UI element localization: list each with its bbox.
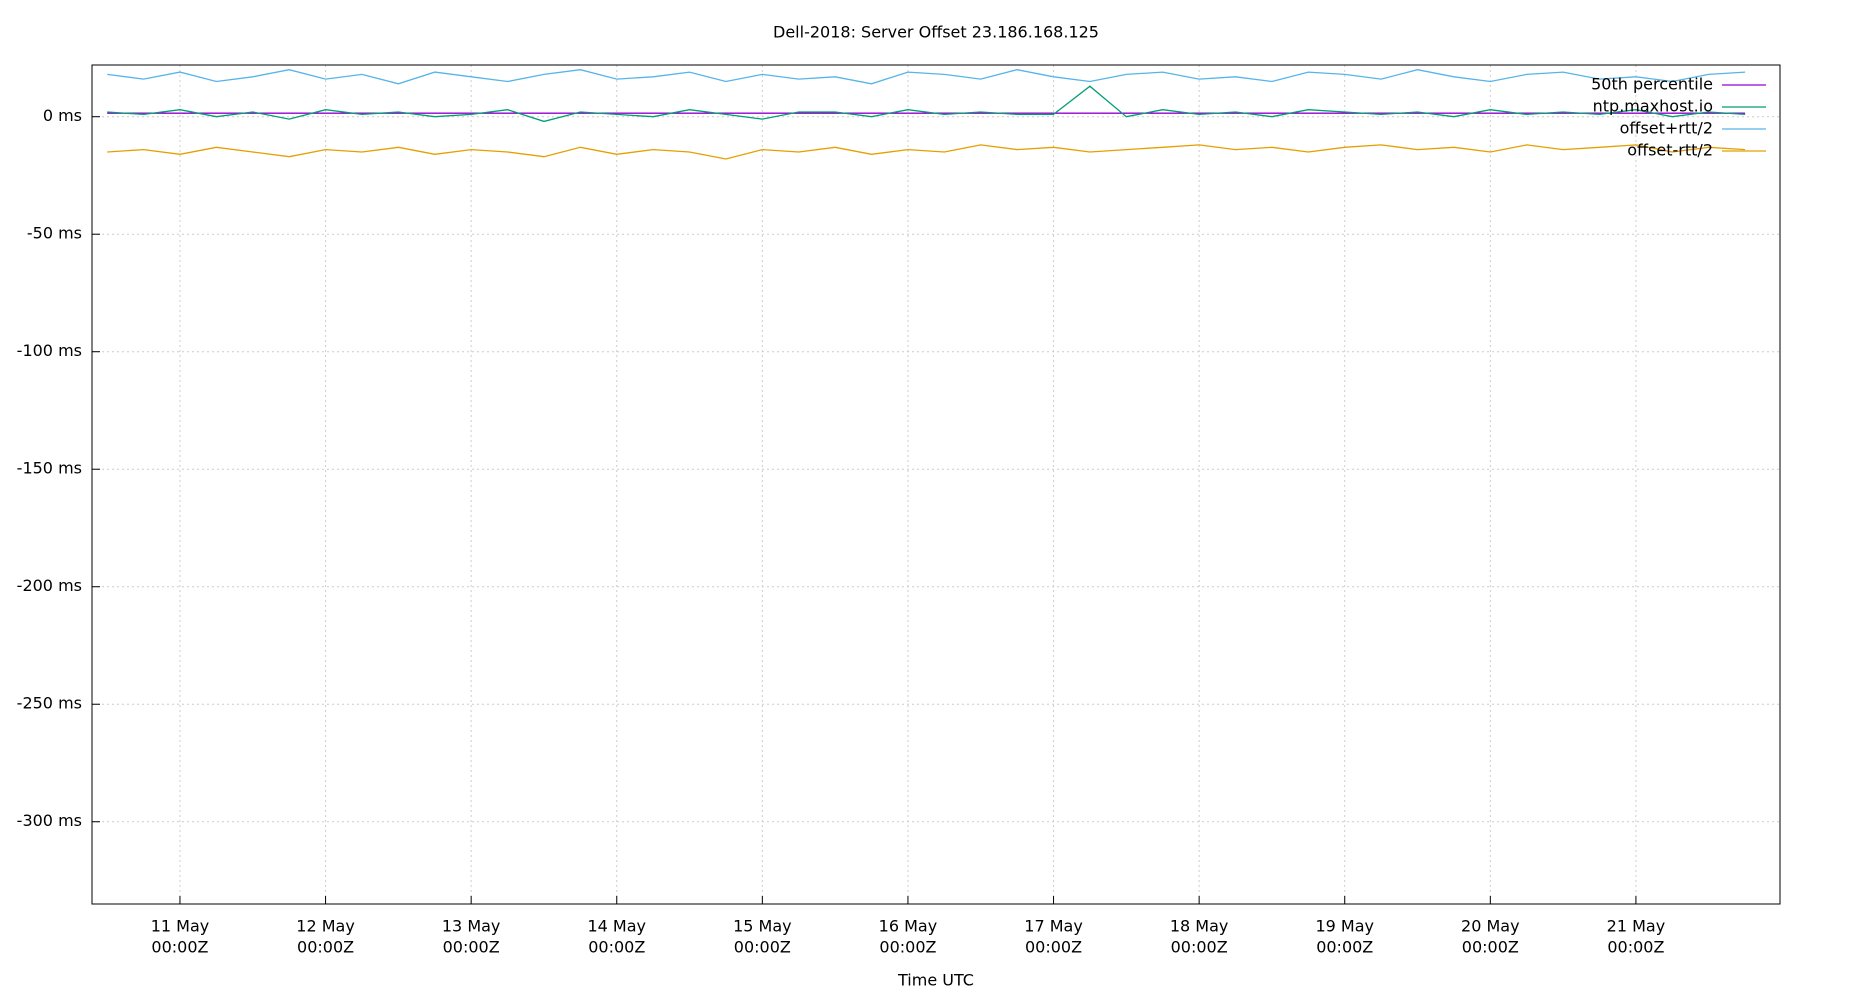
x-tick-label: 00:00Z [1607, 938, 1664, 957]
x-tick-label: 00:00Z [1316, 938, 1373, 957]
x-axis-label: Time UTC [897, 971, 974, 990]
x-tick-label: 12 May [296, 917, 355, 936]
y-tick-label: -250 ms [17, 694, 82, 713]
x-tick-label: 00:00Z [734, 938, 791, 957]
plot-frame [91, 64, 1781, 905]
y-tick-label: 0 ms [43, 106, 82, 125]
x-tick-label: 00:00Z [588, 938, 645, 957]
x-tick-label: 15 May [733, 917, 792, 936]
x-tick-label: 00:00Z [879, 938, 936, 957]
legend-label: ntp.maxhost.io [1593, 97, 1713, 116]
chart-title: Dell-2018: Server Offset 23.186.168.125 [773, 23, 1099, 42]
legend-label: offset+rtt/2 [1620, 119, 1713, 138]
x-tick-label: 00:00Z [1171, 938, 1228, 957]
x-tick-label: 13 May [442, 917, 501, 936]
y-tick-label: -50 ms [27, 224, 82, 243]
x-tick-label: 00:00Z [1462, 938, 1519, 957]
legend-label: offset-rtt/2 [1627, 141, 1713, 160]
x-tick-label: 21 May [1607, 917, 1666, 936]
y-tick-label: -300 ms [17, 811, 82, 830]
y-tick-label: -200 ms [17, 576, 82, 595]
y-tick-label: -100 ms [17, 341, 82, 360]
legend-label: 50th percentile [1591, 75, 1713, 94]
x-tick-label: 11 May [151, 917, 210, 936]
y-tick-label: -150 ms [17, 459, 82, 478]
series-line [107, 85, 1746, 123]
x-tick-label: 00:00Z [1025, 938, 1082, 957]
x-tick-label: 20 May [1461, 917, 1520, 936]
x-tick-label: 16 May [879, 917, 938, 936]
x-tick-label: 19 May [1315, 917, 1374, 936]
x-tick-label: 00:00Z [297, 938, 354, 957]
x-tick-label: 14 May [587, 917, 646, 936]
x-tick-label: 17 May [1024, 917, 1083, 936]
x-tick-label: 18 May [1170, 917, 1229, 936]
x-tick-label: 00:00Z [443, 938, 500, 957]
x-tick-label: 00:00Z [151, 938, 208, 957]
series-line [107, 144, 1746, 160]
series-line [107, 69, 1746, 85]
